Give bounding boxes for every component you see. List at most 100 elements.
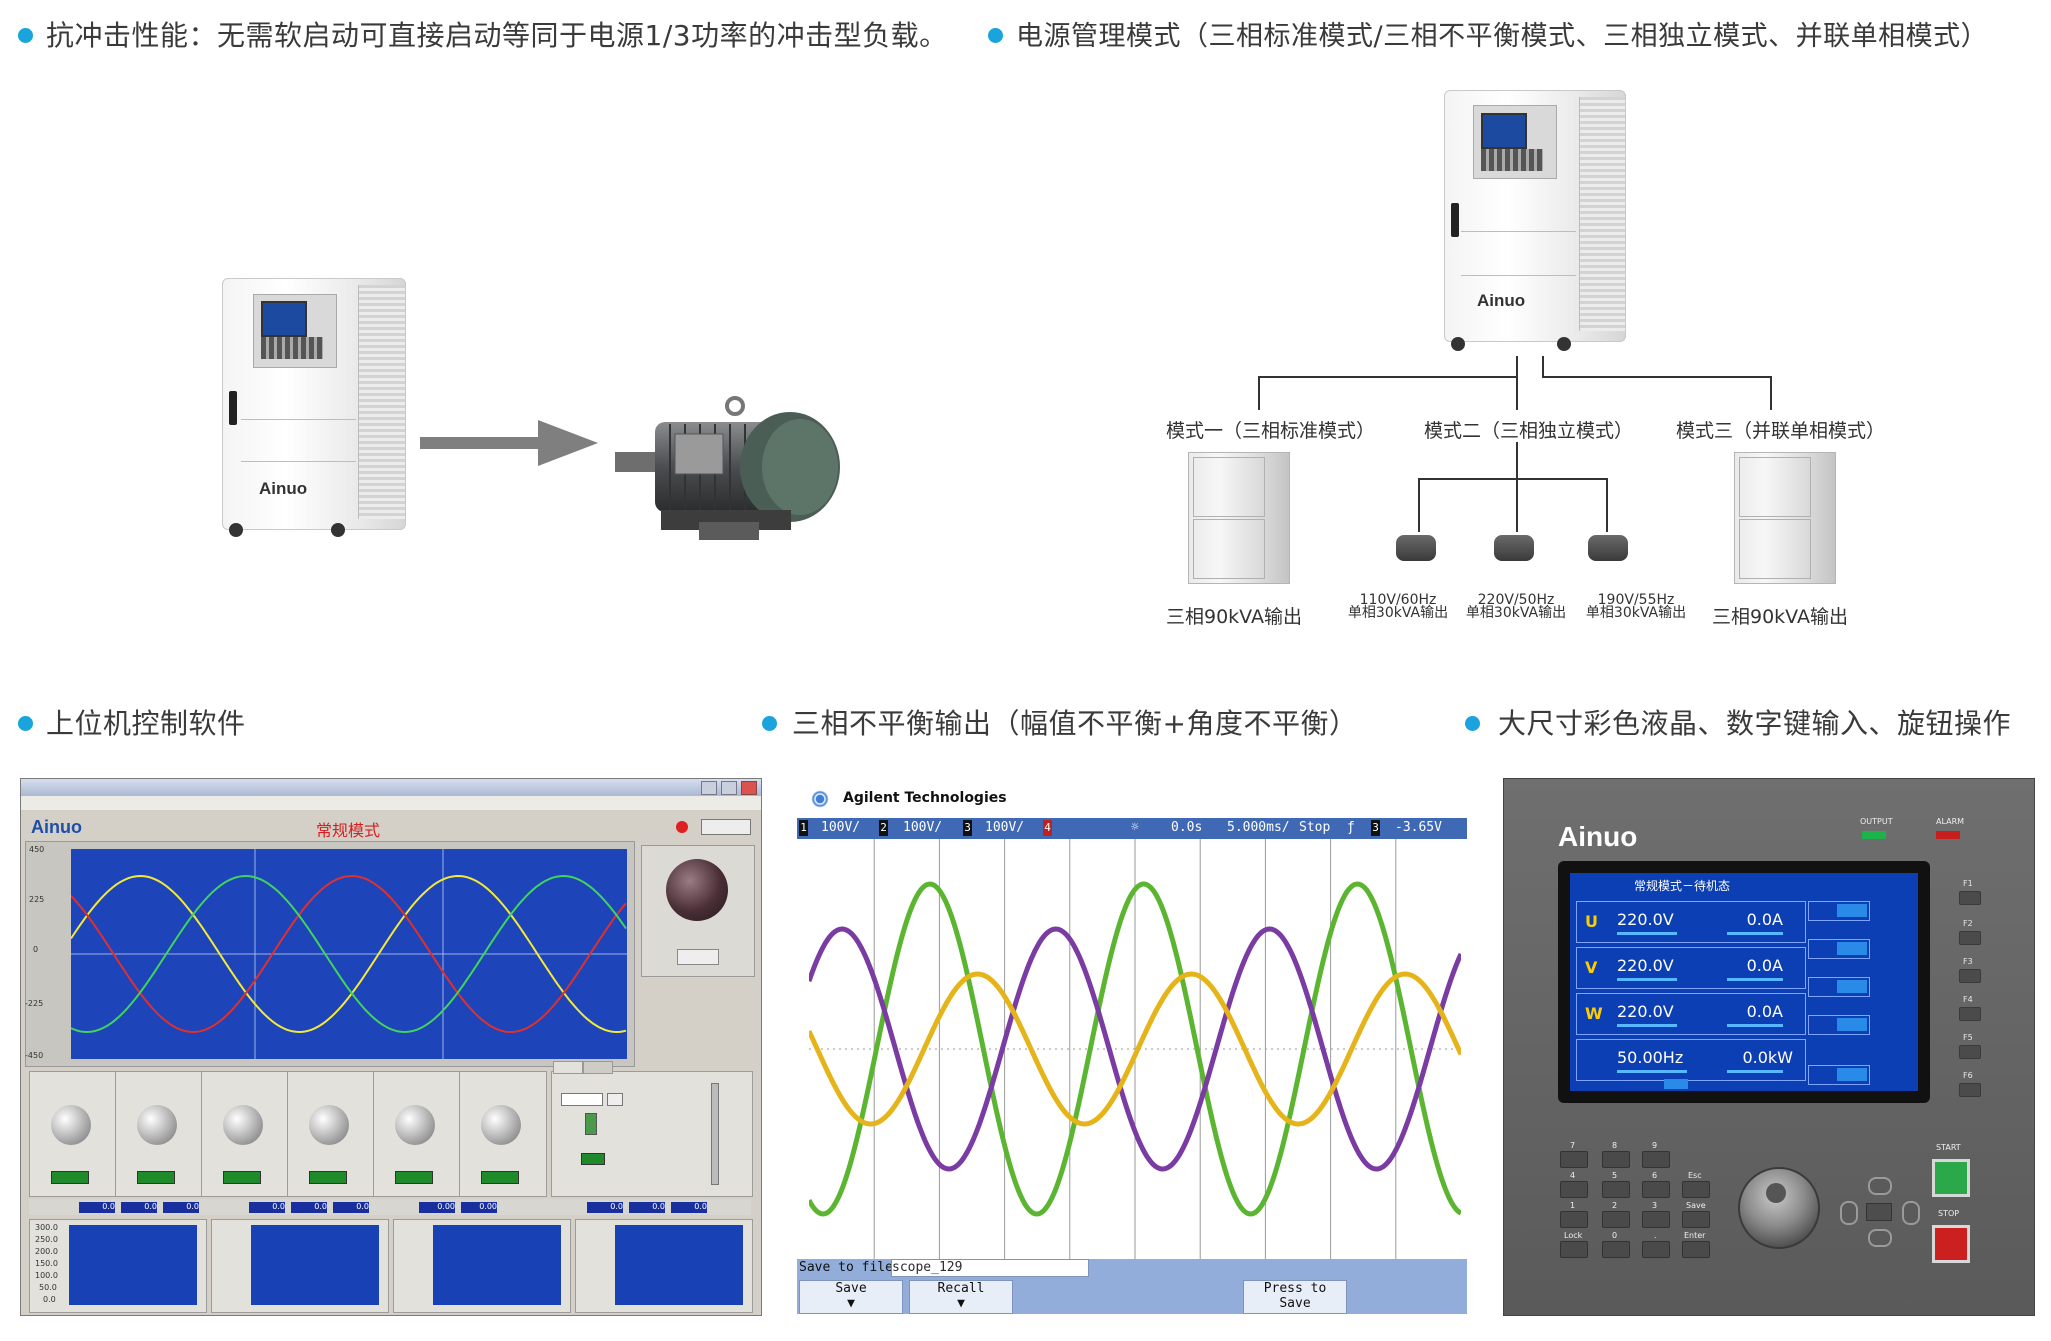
ch3-scale: 100V/ xyxy=(985,820,1025,835)
output-button[interactable] xyxy=(677,949,719,965)
output-indicator-icon[interactable] xyxy=(666,859,728,921)
phase-current: 0.0A xyxy=(1746,910,1783,929)
softkey-4[interactable] xyxy=(1808,1015,1870,1035)
key-esc[interactable] xyxy=(1682,1181,1710,1198)
connect-button[interactable] xyxy=(701,819,751,835)
f6-button[interactable] xyxy=(1959,1083,1981,1097)
browse-button[interactable] xyxy=(607,1093,623,1106)
softkey-1[interactable] xyxy=(1808,901,1870,921)
start-button[interactable] xyxy=(1932,1159,1970,1197)
y-tick-label: -450 xyxy=(25,1051,44,1060)
f5-button[interactable] xyxy=(1959,1045,1981,1059)
press-to-save-button[interactable]: Press to Save xyxy=(1243,1280,1347,1314)
arrow-center-button[interactable] xyxy=(1866,1203,1892,1221)
cabinet-logo: Ainuo xyxy=(1477,291,1526,310)
key-enter[interactable] xyxy=(1682,1241,1710,1258)
oscilloscope-screen: Agilent Technologies 1 100V/ 2 100V/ 3 1… xyxy=(797,778,1467,1314)
start-indicator xyxy=(1664,1079,1688,1089)
key-5[interactable] xyxy=(1602,1181,1630,1198)
tab-system[interactable] xyxy=(583,1061,613,1074)
start-delay-field[interactable] xyxy=(581,1153,605,1165)
key-lock[interactable] xyxy=(1560,1241,1588,1258)
adjust-knob[interactable] xyxy=(481,1105,521,1145)
output-mode-slider[interactable] xyxy=(711,1083,719,1185)
stop-button[interactable] xyxy=(1932,1225,1970,1263)
bullet-icon xyxy=(762,716,777,731)
voltage-knob[interactable] xyxy=(51,1105,91,1145)
key-dot[interactable] xyxy=(1642,1241,1670,1258)
key-label: Esc xyxy=(1688,1171,1702,1180)
f1-button[interactable] xyxy=(1959,891,1981,905)
key-label: 5 xyxy=(1612,1171,1618,1180)
value-field[interactable] xyxy=(481,1171,519,1184)
motor2-output: 单相30kVA输出 xyxy=(1465,605,1567,621)
bullet-icon xyxy=(18,716,33,731)
rotary-knob[interactable] xyxy=(1738,1167,1820,1249)
key-save[interactable] xyxy=(1682,1211,1710,1228)
softkey-2[interactable] xyxy=(1808,939,1870,959)
key-1[interactable] xyxy=(1560,1211,1588,1228)
value-field[interactable] xyxy=(223,1171,261,1184)
adjust-knob[interactable] xyxy=(395,1105,435,1145)
readout-value: 0.00 xyxy=(461,1202,497,1213)
key-0[interactable] xyxy=(1602,1241,1630,1258)
key-8[interactable] xyxy=(1602,1151,1630,1168)
lcd-title: 常规模式－待机态 xyxy=(1634,879,1731,893)
frequency-knob[interactable] xyxy=(137,1105,177,1145)
key-6[interactable] xyxy=(1642,1181,1670,1198)
recall-button[interactable]: Recall ▼ xyxy=(909,1280,1013,1314)
adjust-knob[interactable] xyxy=(223,1105,263,1145)
settings-tab-panel xyxy=(551,1071,753,1197)
f2-button[interactable] xyxy=(1959,931,1981,945)
softkey-5[interactable] xyxy=(1808,1065,1870,1085)
arrow-left-button[interactable] xyxy=(1840,1201,1858,1225)
three-phase-waveform-plot xyxy=(71,849,627,1059)
mini-chart-plot xyxy=(433,1225,561,1305)
window-min-button[interactable] xyxy=(701,781,717,795)
adjust-knob[interactable] xyxy=(309,1105,349,1145)
key-3[interactable] xyxy=(1642,1211,1670,1228)
file-name-field[interactable]: scope_129 xyxy=(891,1259,1089,1277)
f4-button[interactable] xyxy=(1959,1007,1981,1021)
tab-output[interactable] xyxy=(553,1061,583,1074)
scope-trace-2 xyxy=(809,971,1461,1127)
readout-value: 0.0 xyxy=(671,1202,707,1213)
menu-bar[interactable] xyxy=(21,796,761,810)
key-7[interactable] xyxy=(1560,1151,1588,1168)
y-tick-label: 225 xyxy=(29,895,45,904)
phase-voltage: 220.0V xyxy=(1617,1002,1674,1021)
recall-button-label: Recall xyxy=(937,1281,985,1296)
range-select[interactable] xyxy=(561,1093,603,1106)
ch3-marker: 3 xyxy=(963,820,972,836)
key-2[interactable] xyxy=(1602,1211,1630,1228)
output-led-icon xyxy=(1862,831,1886,839)
phase-w-row: W 220.0V 0.0A xyxy=(1576,993,1806,1035)
arrow-down-icon: ▼ xyxy=(957,1296,965,1311)
key-4[interactable] xyxy=(1560,1181,1588,1198)
value-field[interactable] xyxy=(309,1171,347,1184)
value-field[interactable] xyxy=(395,1171,433,1184)
motor-icon xyxy=(615,396,840,540)
softkey-3[interactable] xyxy=(1808,977,1870,997)
f3-button[interactable] xyxy=(1959,969,1981,983)
cabinet-mode3 xyxy=(1734,452,1836,584)
phase-v-row: V 220.0V 0.0A xyxy=(1576,947,1806,989)
window-max-button[interactable] xyxy=(721,781,737,795)
arrow-up-button[interactable] xyxy=(1868,1177,1892,1195)
value-field[interactable] xyxy=(137,1171,175,1184)
key-9[interactable] xyxy=(1642,1151,1670,1168)
mode-toggle[interactable] xyxy=(585,1113,597,1135)
mini-y-tick: 300.0 xyxy=(35,1223,58,1232)
motor-icon xyxy=(1494,535,1534,561)
phase-waveform-1 xyxy=(71,874,627,1034)
arrow-down-button[interactable] xyxy=(1868,1229,1892,1247)
save-to-file-label: Save to file = xyxy=(799,1260,909,1275)
value-field[interactable] xyxy=(51,1171,89,1184)
key-label: 4 xyxy=(1570,1171,1576,1180)
motor1-output: 单相30kVA输出 xyxy=(1347,605,1449,621)
window-close-button[interactable] xyxy=(741,781,757,795)
lcd-display: 常规模式－待机态 U 220.0V 0.0A V 220.0V 0.0A W 2… xyxy=(1558,861,1930,1103)
arrow-right-button[interactable] xyxy=(1902,1201,1920,1225)
fkey-label: F5 xyxy=(1963,1033,1973,1042)
save-button[interactable]: Save ▼ xyxy=(799,1280,903,1314)
